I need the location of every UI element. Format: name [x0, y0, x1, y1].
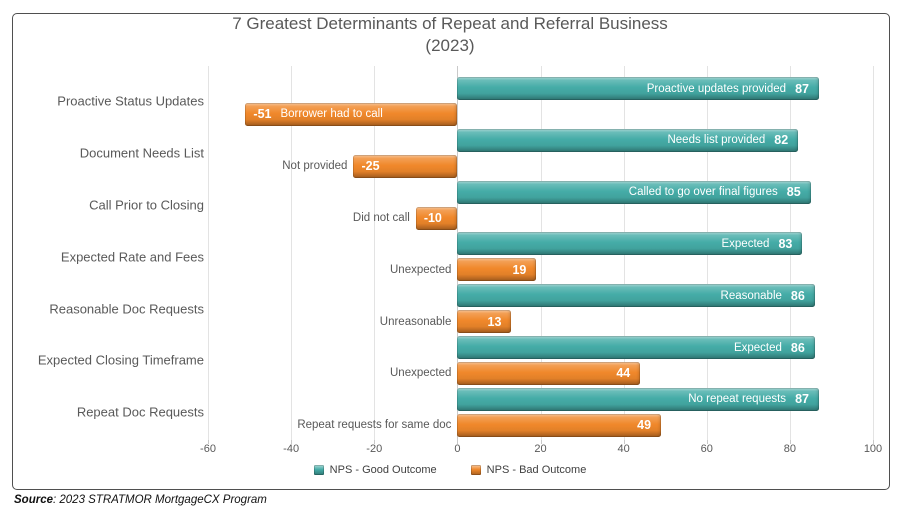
bar-value: 49 — [637, 418, 652, 433]
axis-tick — [789, 440, 791, 444]
bar-value: 44 — [616, 366, 631, 381]
x-tick-label: -40 — [283, 443, 300, 455]
category-label: Proactive Status Updates — [57, 93, 204, 109]
bar-label: Called to go over final figures — [628, 186, 778, 199]
bar-label: Expected — [721, 237, 770, 250]
gridline — [208, 66, 209, 440]
bar-value: 87 — [795, 392, 809, 407]
bar-value: 83 — [778, 236, 793, 251]
bar-label: Needs list provided — [667, 134, 766, 147]
x-tick-label: -20 — [366, 443, 383, 455]
source-label: Source — [14, 494, 53, 506]
bar-value: 86 — [790, 288, 805, 303]
x-tick-label: 0 — [454, 443, 461, 455]
legend-item-bad-outcome: NPS - Bad Outcome — [470, 464, 587, 476]
bar-bad-row2: -25 — [353, 154, 458, 178]
good-outcome-swatch-icon — [313, 465, 324, 475]
category-label: Repeat Doc Requests — [76, 404, 204, 420]
x-tick-label: 80 — [783, 443, 796, 455]
bar-bad-row1: -51 Borrower had to call — [245, 102, 458, 126]
axis-tick — [706, 440, 708, 444]
bar-good-row4: Expected 83 — [457, 232, 803, 256]
source-note: Source: 2023 STRATMOR MortgageCX Program — [14, 494, 267, 506]
axis-tick — [291, 440, 293, 444]
bar-value: 87 — [795, 81, 809, 96]
category-label: Call Prior to Closing — [89, 197, 204, 213]
bar-label: Reasonable — [720, 289, 782, 302]
chart-title-line2: (2023) — [425, 35, 475, 55]
bar-outside-label: Did not call — [352, 212, 410, 224]
bar-outside-label: Unreasonable — [379, 315, 452, 328]
legend-label-good: NPS - Good Outcome — [329, 464, 437, 476]
category-label: Document Needs List — [79, 145, 204, 161]
bar-value: -51 — [253, 107, 272, 122]
category-label: Expected Closing Timeframe — [37, 352, 204, 368]
axis-tick — [623, 440, 625, 444]
bar-outside-label: Unexpected — [390, 263, 452, 276]
bar-label: Expected — [733, 341, 782, 354]
x-tick-label: 60 — [700, 443, 713, 455]
bar-label: Borrower had to call — [280, 108, 383, 121]
gridline — [291, 66, 293, 440]
bar-outside-label: Unexpected — [390, 367, 452, 380]
bar-value: -25 — [361, 159, 380, 174]
bar-value: 19 — [512, 262, 527, 277]
legend-item-good-outcome: NPS - Good Outcome — [313, 464, 437, 476]
bar-value: 13 — [487, 314, 502, 329]
chart-title-line1: 7 Greatest Determinants of Repeat and Re… — [232, 14, 668, 33]
bar-value: 86 — [790, 340, 805, 355]
category-label: Reasonable Doc Requests — [49, 301, 204, 317]
axis-tick — [873, 440, 874, 444]
category-label: Expected Rate and Fees — [60, 249, 204, 265]
bar-good-row5: Reasonable 86 — [457, 284, 815, 308]
bar-bad-row5: 13 — [457, 310, 512, 334]
bar-value: 82 — [774, 133, 789, 148]
bar-outside-label: Not provided — [282, 160, 348, 173]
legend-label-bad: NPS - Bad Outcome — [486, 464, 587, 476]
bar-good-row3: Called to go over final figures 85 — [457, 180, 811, 204]
x-tick-label: 20 — [534, 443, 547, 455]
x-tick-label: 100 — [863, 443, 883, 455]
axis-tick — [374, 440, 376, 444]
bar-bad-row4: 19 — [457, 258, 537, 282]
bar-bad-row3: -10 — [415, 206, 458, 230]
chart-title: 7 Greatest Determinants of Repeat and Re… — [60, 13, 840, 57]
bar-bad-row6: 44 — [457, 361, 641, 385]
axis-tick — [208, 440, 209, 444]
axis-tick — [540, 440, 542, 444]
bar-outside-label: Repeat requests for same doc — [297, 419, 452, 432]
bar-label: Proactive updates provided — [646, 82, 787, 95]
bar-good-row6: Expected 86 — [457, 336, 815, 359]
bar-good-row7: No repeat requests 87 — [457, 387, 819, 411]
bar-value: 85 — [786, 185, 801, 200]
bar-label: No repeat requests — [688, 393, 787, 406]
legend: NPS - Good Outcome NPS - Bad Outcome — [0, 464, 900, 476]
source-text: : 2023 STRATMOR MortgageCX Program — [53, 494, 267, 506]
axis-tick — [457, 440, 459, 444]
x-tick-label: -60 — [200, 443, 216, 455]
bar-good-row2: Needs list provided 82 — [457, 128, 799, 152]
bar-bad-row7: 49 — [457, 413, 662, 437]
bad-outcome-swatch-icon — [470, 465, 481, 475]
gridline — [873, 66, 874, 440]
bar-good-row1: Proactive updates provided 87 — [457, 77, 819, 100]
gridline — [374, 66, 376, 440]
bar-value: -10 — [423, 211, 442, 225]
x-tick-label: 40 — [617, 443, 630, 455]
